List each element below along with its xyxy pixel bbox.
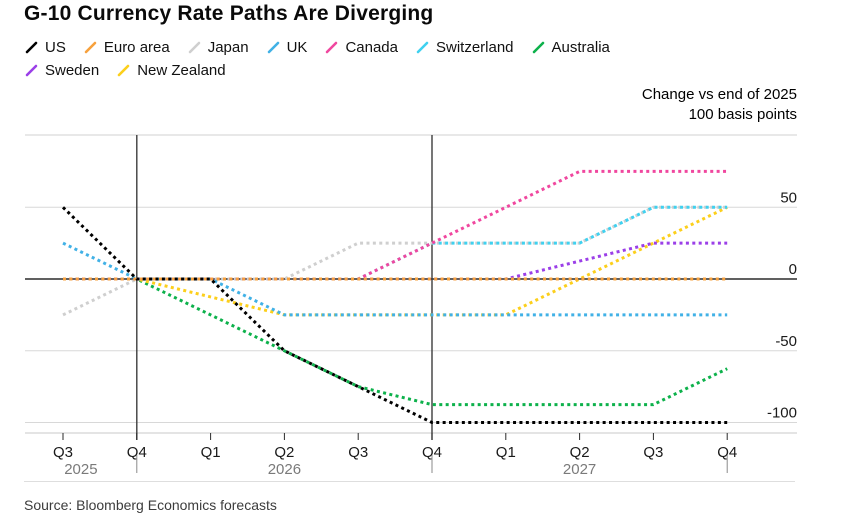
x-tick-label: Q3 [53, 444, 73, 461]
legend-item-canada: Canada [324, 39, 398, 56]
y-tick-label: 0 [789, 261, 797, 278]
legend-swatch-icon [25, 41, 38, 54]
legend-row-2: Sweden New Zealand [24, 59, 610, 82]
legend-item-uk: UK [266, 39, 308, 56]
legend-item-euro-area: Euro area [83, 39, 170, 56]
series-japan [62, 205, 728, 317]
y-tick-label: -50 [775, 333, 797, 350]
axis-annotation: Change vs end of 2025 100 basis points [642, 85, 797, 125]
legend-item-switzerland: Switzerland [415, 39, 514, 56]
legend-item-label: US [45, 39, 66, 56]
x-tick-label: Q3 [348, 444, 368, 461]
series-sweden [63, 241, 728, 281]
legend-swatch-icon [84, 41, 97, 54]
series-new-zealand [63, 205, 728, 317]
year-label: 2027 [563, 461, 596, 478]
y-tick-label: -100 [767, 405, 797, 422]
chart-title: G-10 Currency Rate Paths Are Diverging [24, 2, 434, 25]
year-label: 2026 [268, 461, 301, 478]
x-tick-label: Q1 [201, 444, 221, 461]
legend-item-label: Sweden [45, 62, 100, 79]
legend-item-label: New Zealand [137, 62, 226, 79]
legend-swatch-icon [532, 41, 544, 54]
x-tick-label: Q2 [274, 444, 294, 461]
y-tick-label: 50 [780, 189, 797, 206]
legend-swatch-icon [25, 64, 38, 77]
legend-item-label: Canada [345, 39, 398, 56]
year-label: 2025 [64, 461, 97, 478]
legend-item-label: UK [286, 39, 308, 56]
legend-item-japan: Japan [187, 39, 249, 56]
annotation-line-2: 100 basis points [688, 106, 797, 123]
series-switzerland [63, 205, 728, 281]
x-tick-label: Q3 [643, 444, 663, 461]
legend-item-label: Switzerland [435, 39, 514, 56]
rate-paths-chart: 50 0 -50 -100 Q3 Q4 Q1 Q2 Q3 Q4 Q1 Q2 Q3 Q4 2025 2026 20… [25, 134, 797, 478]
legend-swatch-icon [326, 41, 338, 54]
series-uk [62, 241, 728, 317]
series-canada [63, 169, 728, 281]
legend-item-label: Australia [551, 39, 610, 56]
x-tick-label: Q2 [570, 444, 590, 461]
chart-legend: US Euro area Japan UK Canada Switzerland [24, 36, 610, 82]
legend-item-label: Euro area [103, 39, 170, 56]
legend-item-sweden: Sweden [24, 62, 99, 79]
source-text: Source: Bloomberg Economics forecasts [24, 497, 277, 513]
legend-item-australia: Australia [531, 39, 610, 56]
x-tick-label: Q4 [422, 444, 442, 461]
legend-swatch-icon [416, 41, 429, 54]
series-australia [63, 277, 728, 407]
x-tick-label: Q1 [496, 444, 516, 461]
series-us [61, 206, 728, 424]
x-tick-label: Q4 [717, 444, 737, 461]
legend-item-us: US [24, 39, 66, 56]
annotation-line-1: Change vs end of 2025 [641, 86, 797, 103]
source-divider [24, 481, 795, 482]
legend-swatch-icon [188, 41, 201, 54]
legend-item-label: Japan [207, 39, 249, 56]
legend-row-1: US Euro area Japan UK Canada Switzerland [24, 36, 610, 59]
x-tick-label: Q4 [127, 444, 147, 461]
legend-item-new-zealand: New Zealand [116, 62, 226, 79]
legend-swatch-icon [117, 64, 130, 77]
legend-swatch-icon [267, 41, 279, 54]
